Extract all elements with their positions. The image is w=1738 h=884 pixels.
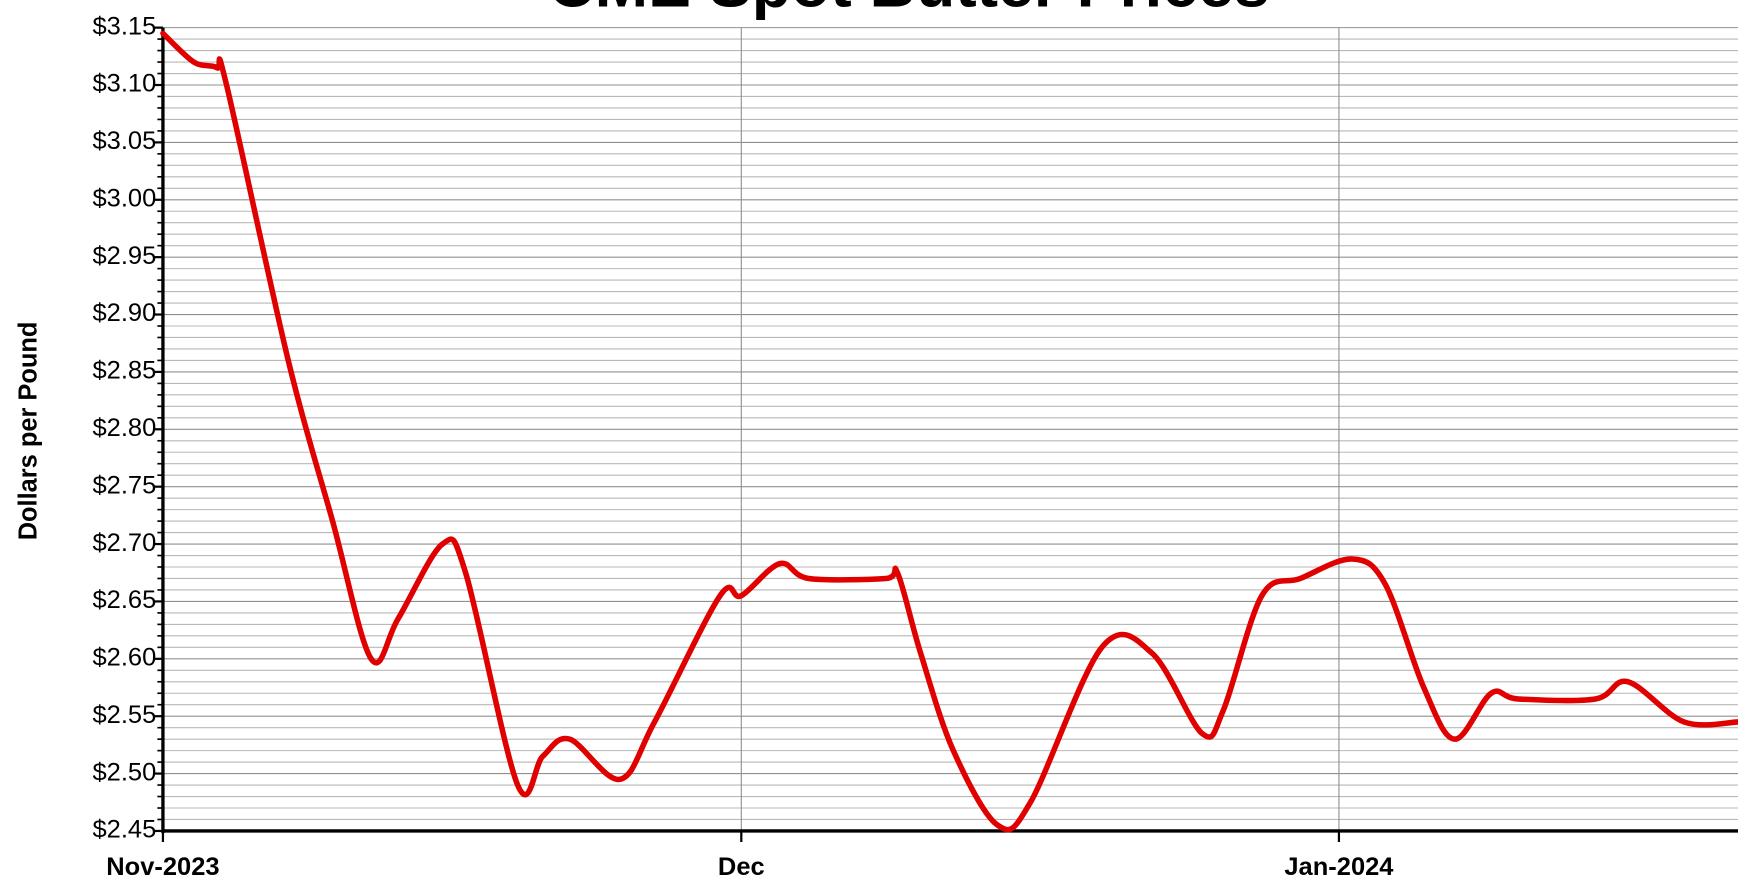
y-tick-label: $2.70 bbox=[93, 529, 157, 557]
y-tick-label: $2.50 bbox=[93, 758, 157, 786]
y-tick-label: $2.65 bbox=[93, 586, 157, 614]
y-tick-label: $2.45 bbox=[93, 816, 157, 844]
y-tick-label: $3.05 bbox=[93, 127, 157, 155]
y-tick-label: $2.80 bbox=[93, 414, 157, 442]
y-tick-label: $2.55 bbox=[93, 701, 157, 729]
y-tick-label: $3.00 bbox=[93, 185, 157, 213]
chart-title: CME Spot Butter Prices bbox=[548, 0, 1269, 21]
y-tick-label: $3.15 bbox=[93, 12, 157, 40]
y-tick-label: $2.60 bbox=[93, 644, 157, 672]
y-tick-label: $3.10 bbox=[93, 70, 157, 98]
y-tick-label: $2.90 bbox=[93, 299, 157, 327]
y-axis-label: Dollars per Pound bbox=[15, 322, 43, 541]
y-tick-label: $2.75 bbox=[93, 471, 157, 499]
x-tick-label: Nov-2023 bbox=[106, 853, 219, 881]
x-tick-label: Dec bbox=[718, 853, 765, 881]
x-tick-label: Jan-2024 bbox=[1284, 853, 1394, 881]
price-line bbox=[160, 30, 1738, 833]
y-tick-label: $2.85 bbox=[93, 357, 157, 385]
y-tick-label: $2.95 bbox=[93, 242, 157, 270]
